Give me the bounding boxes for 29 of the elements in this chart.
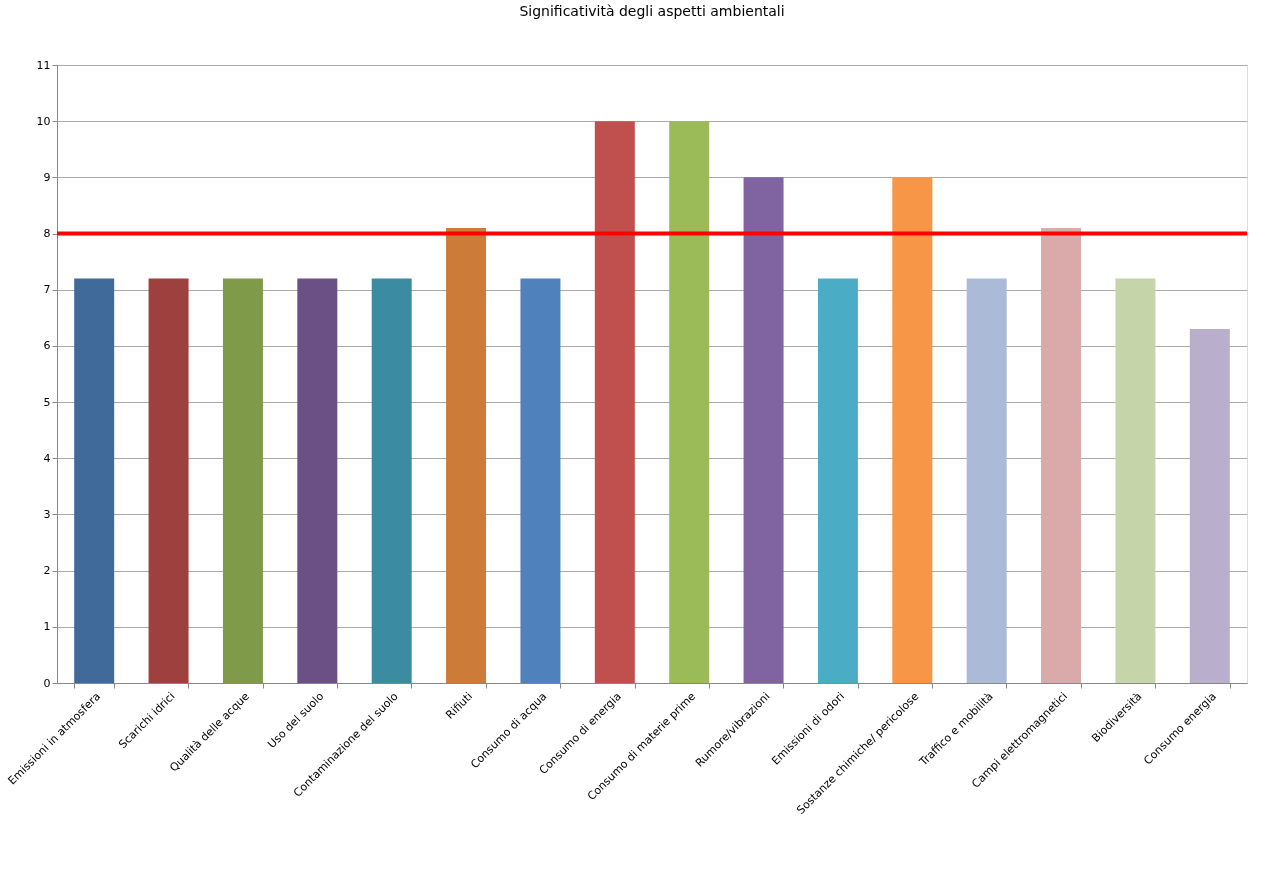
bar: [297, 278, 338, 683]
y-tick-label: 0: [43, 676, 51, 690]
y-tick-label: 1: [43, 620, 51, 634]
y-tick-label: 9: [43, 170, 51, 184]
bar: [446, 227, 487, 683]
bar: [74, 278, 115, 683]
bar: [148, 278, 189, 683]
y-tick-label: 10: [36, 114, 51, 128]
bar: [1189, 329, 1230, 683]
bar: [594, 121, 635, 683]
bar: [222, 278, 263, 683]
y-tick-label: 2: [43, 564, 51, 578]
y-tick-label: 3: [43, 507, 51, 521]
y-tick-label: 8: [43, 227, 51, 241]
chart-title: Significatività degli aspetti ambientali: [519, 3, 785, 19]
bar: [1115, 278, 1156, 683]
y-tick-label: 5: [43, 395, 51, 409]
bar: [520, 278, 561, 683]
y-tick-label: 11: [36, 58, 51, 72]
bar: [371, 278, 412, 683]
bar: [1041, 227, 1082, 683]
y-tick-label: 7: [43, 283, 51, 297]
y-tick-label: 4: [43, 451, 51, 465]
bar: [892, 177, 933, 683]
bar: [966, 278, 1007, 683]
bar: [817, 278, 858, 683]
y-tick-label: 6: [43, 339, 51, 353]
bar: [743, 177, 784, 683]
bar: [669, 121, 710, 683]
